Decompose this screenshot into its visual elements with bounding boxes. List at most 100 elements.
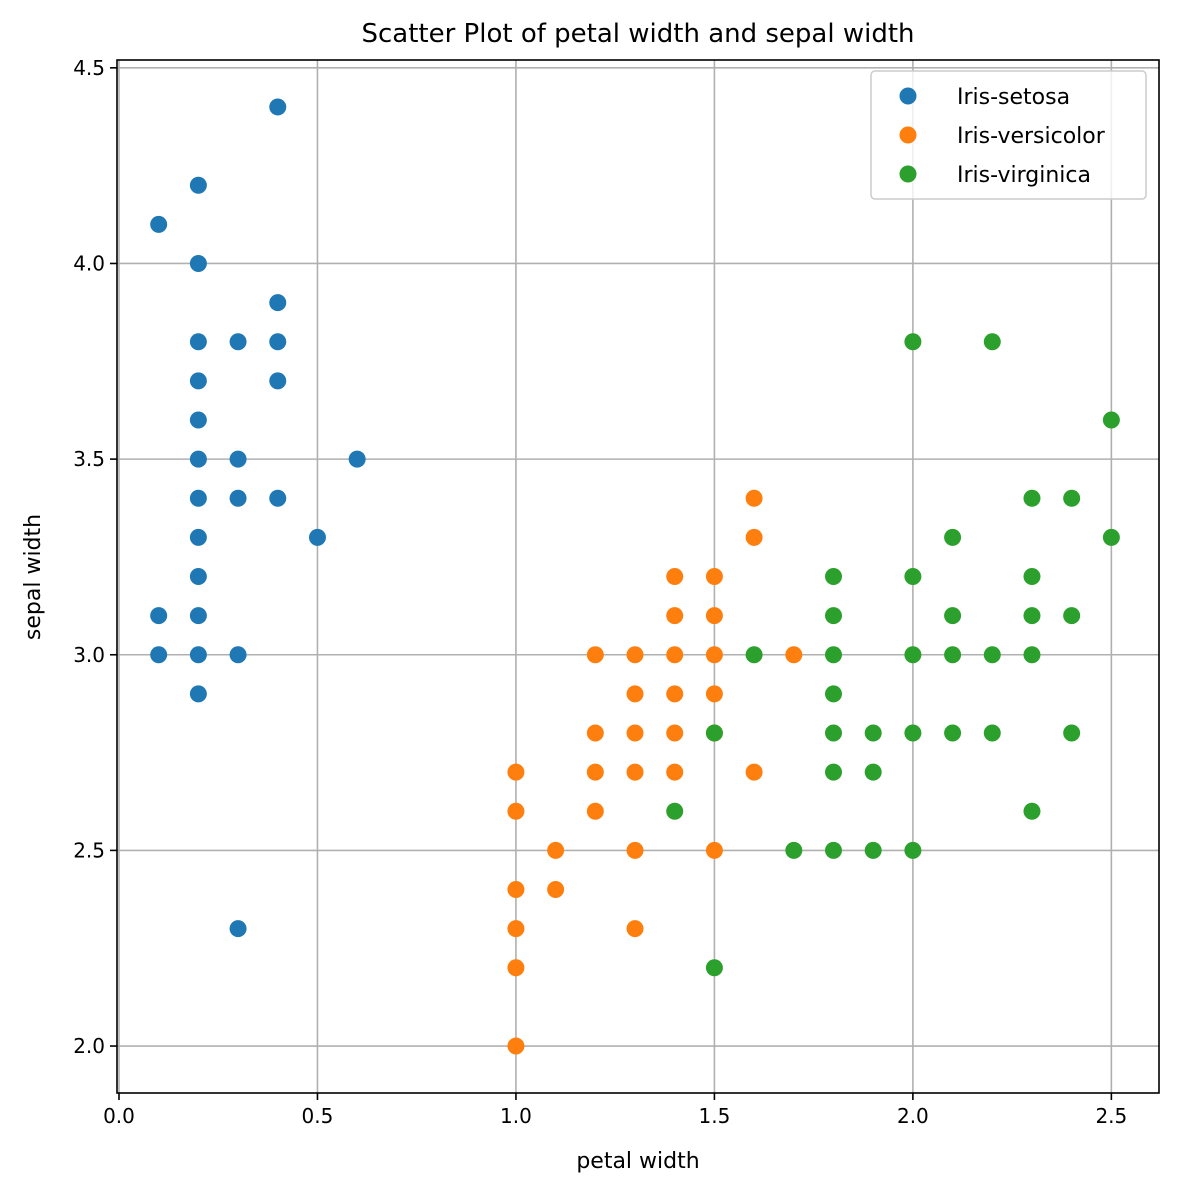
y-tick-label: 4.5 xyxy=(73,56,105,80)
data-point xyxy=(269,98,287,116)
x-axis-ticks: 0.0 0.5 1.0 1.5 2.0 2.5 xyxy=(103,1093,1127,1128)
data-point xyxy=(507,1037,525,1055)
data-point xyxy=(904,333,922,351)
data-point xyxy=(745,489,763,507)
data-point xyxy=(745,763,763,781)
data-point xyxy=(666,802,684,820)
data-point xyxy=(1063,607,1081,625)
data-point xyxy=(824,568,842,585)
y-axis-label: sepal width xyxy=(21,514,46,640)
data-point xyxy=(1023,489,1041,507)
data-point xyxy=(904,568,922,585)
data-point xyxy=(269,489,287,507)
legend-entry: Iris-virginica xyxy=(957,163,1091,188)
data-point xyxy=(944,646,962,664)
data-point xyxy=(824,724,842,742)
data-point xyxy=(1023,568,1041,585)
data-point xyxy=(944,528,962,546)
y-axis-ticks: 2.0 2.5 3.0 3.5 4.0 4.5 xyxy=(73,56,117,1058)
data-point xyxy=(586,724,604,742)
data-point xyxy=(1023,607,1041,625)
data-point xyxy=(983,333,1001,351)
data-point xyxy=(666,646,684,664)
data-point xyxy=(705,841,723,859)
data-point xyxy=(864,724,882,742)
data-point xyxy=(666,685,684,703)
data-point xyxy=(824,685,842,703)
x-tick-label: 2.5 xyxy=(1095,1104,1127,1128)
data-point xyxy=(547,881,565,899)
data-point xyxy=(824,646,842,664)
data-point xyxy=(189,254,207,272)
data-point xyxy=(229,333,247,351)
grid xyxy=(117,60,1159,1093)
x-tick-label: 0.5 xyxy=(302,1104,334,1128)
x-tick-label: 2.0 xyxy=(897,1104,929,1128)
data-point xyxy=(666,568,684,585)
chart-title: Scatter Plot of petal width and sepal wi… xyxy=(361,19,914,49)
data-point xyxy=(1102,528,1120,546)
x-tick-label: 0.0 xyxy=(103,1104,135,1128)
data-point xyxy=(785,841,803,859)
data-point xyxy=(626,841,644,859)
x-axis-label: petal width xyxy=(576,1149,699,1174)
data-point xyxy=(666,763,684,781)
data-point xyxy=(745,646,763,664)
data-point xyxy=(705,959,723,977)
data-point xyxy=(904,646,922,664)
series-iris-versicolor xyxy=(507,489,803,1055)
data-point xyxy=(189,489,207,507)
data-point xyxy=(507,802,525,820)
data-point xyxy=(705,646,723,664)
data-point xyxy=(507,959,525,977)
data-point xyxy=(229,489,247,507)
data-point xyxy=(229,920,247,938)
legend: Iris-setosa Iris-versicolor Iris-virginica xyxy=(870,70,1147,200)
data-point xyxy=(189,685,207,703)
data-point xyxy=(586,763,604,781)
data-point xyxy=(626,685,644,703)
legend-entry: Iris-versicolor xyxy=(957,124,1106,149)
data-point xyxy=(705,568,723,585)
data-point xyxy=(983,646,1001,664)
data-point xyxy=(586,646,604,664)
data-point xyxy=(824,607,842,625)
data-point xyxy=(189,450,207,468)
data-point xyxy=(229,646,247,664)
data-point xyxy=(189,607,207,625)
data-point xyxy=(1063,489,1081,507)
x-tick-label: 1.5 xyxy=(699,1104,731,1128)
y-tick-label: 3.5 xyxy=(73,447,105,471)
data-point xyxy=(586,802,604,820)
data-point xyxy=(348,450,366,468)
data-point xyxy=(507,763,525,781)
data-point xyxy=(189,372,207,390)
data-point xyxy=(864,841,882,859)
data-point xyxy=(626,646,644,664)
data-point xyxy=(507,920,525,938)
data-point xyxy=(626,920,644,938)
data-point xyxy=(189,646,207,664)
data-point xyxy=(189,568,207,585)
data-point xyxy=(745,528,763,546)
data-point xyxy=(666,724,684,742)
series-iris-virginica xyxy=(666,333,1120,977)
data-point xyxy=(1023,646,1041,664)
data-point xyxy=(983,724,1001,742)
data-point xyxy=(824,763,842,781)
data-point xyxy=(189,333,207,351)
series-iris-setosa xyxy=(150,98,366,938)
data-point xyxy=(944,724,962,742)
data-point xyxy=(944,607,962,625)
data-point xyxy=(507,881,525,899)
y-tick-label: 2.0 xyxy=(73,1034,105,1058)
data-point xyxy=(626,763,644,781)
y-tick-label: 3.0 xyxy=(73,643,105,667)
data-point xyxy=(150,607,168,625)
data-point xyxy=(229,450,247,468)
data-point xyxy=(1063,724,1081,742)
data-point xyxy=(150,215,168,233)
data-point xyxy=(189,411,207,429)
x-tick-label: 1.0 xyxy=(500,1104,532,1128)
